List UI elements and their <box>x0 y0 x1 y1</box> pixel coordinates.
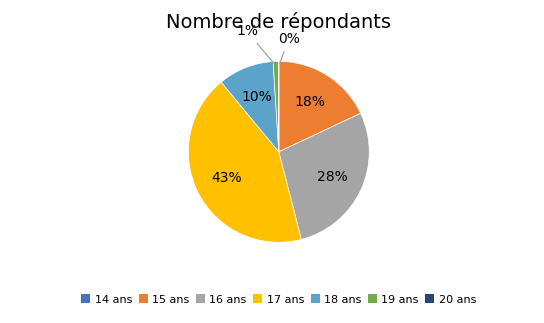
Wedge shape <box>221 62 279 152</box>
Text: 28%: 28% <box>317 170 348 184</box>
Wedge shape <box>279 113 369 239</box>
Wedge shape <box>273 61 279 152</box>
Text: 1%: 1% <box>236 25 274 64</box>
Wedge shape <box>279 61 361 152</box>
Legend: 14 ans, 15 ans, 16 ans, 17 ans, 18 ans, 19 ans, 20 ans: 14 ans, 15 ans, 16 ans, 17 ans, 18 ans, … <box>77 290 480 309</box>
Text: 0%: 0% <box>277 32 300 63</box>
Text: 43%: 43% <box>211 172 242 185</box>
Text: 18%: 18% <box>295 95 326 109</box>
Text: 10%: 10% <box>242 90 273 104</box>
Title: Nombre de répondants: Nombre de répondants <box>166 12 391 32</box>
Wedge shape <box>188 82 301 242</box>
